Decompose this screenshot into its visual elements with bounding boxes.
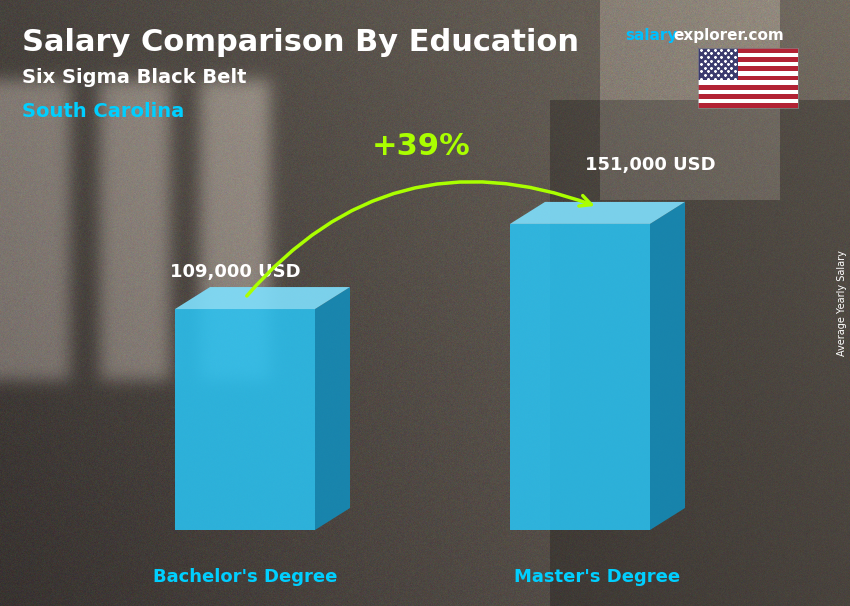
Bar (698, 85, 798, 90)
Bar (698, 57, 798, 62)
Bar (698, 99, 798, 104)
Bar (698, 104, 798, 108)
Polygon shape (510, 224, 650, 530)
Polygon shape (175, 309, 315, 530)
Bar (698, 48, 798, 53)
Text: Six Sigma Black Belt: Six Sigma Black Belt (22, 68, 246, 87)
Polygon shape (650, 202, 685, 530)
Bar (698, 48, 798, 108)
Polygon shape (315, 287, 350, 530)
Bar (698, 53, 798, 57)
Text: 109,000 USD: 109,000 USD (170, 263, 300, 281)
Text: Master's Degree: Master's Degree (514, 568, 681, 586)
Bar (698, 71, 798, 76)
Bar (698, 67, 798, 71)
Bar (698, 62, 798, 67)
Text: explorer.com: explorer.com (673, 28, 784, 43)
Text: salary: salary (625, 28, 677, 43)
Bar (698, 76, 798, 81)
Text: Bachelor's Degree: Bachelor's Degree (153, 568, 337, 586)
Text: +39%: +39% (371, 133, 471, 161)
Polygon shape (175, 287, 350, 309)
Text: 151,000 USD: 151,000 USD (585, 156, 716, 174)
Text: Salary Comparison By Education: Salary Comparison By Education (22, 28, 579, 57)
Bar (698, 81, 798, 85)
Bar (698, 94, 798, 99)
Polygon shape (510, 202, 685, 224)
Bar (698, 48, 738, 81)
Text: South Carolina: South Carolina (22, 102, 184, 121)
Text: Average Yearly Salary: Average Yearly Salary (837, 250, 847, 356)
Bar (698, 90, 798, 94)
